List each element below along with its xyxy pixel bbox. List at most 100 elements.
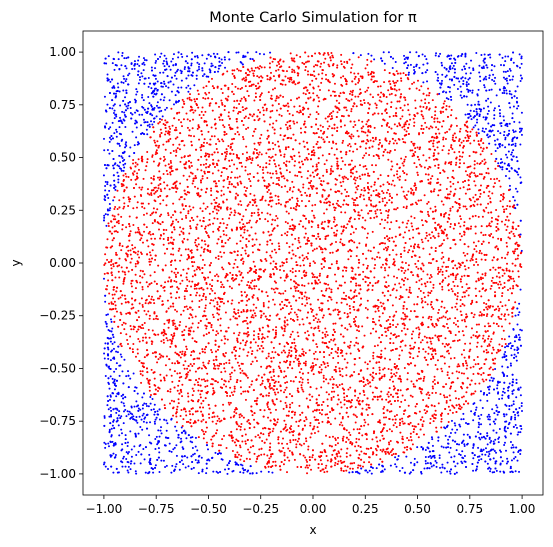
point-inside	[427, 239, 430, 242]
point-inside	[410, 215, 413, 218]
point-outside	[375, 467, 378, 470]
point-inside	[193, 98, 196, 101]
point-inside	[194, 109, 197, 112]
point-inside	[469, 130, 472, 133]
point-outside	[408, 472, 411, 475]
point-outside	[133, 462, 136, 465]
point-inside	[236, 167, 239, 170]
point-inside	[499, 200, 502, 203]
point-inside	[201, 133, 204, 136]
point-inside	[228, 359, 231, 362]
point-inside	[444, 337, 447, 340]
point-inside	[351, 467, 354, 470]
point-outside	[165, 429, 168, 432]
point-inside	[487, 195, 490, 198]
point-outside	[480, 448, 483, 451]
point-outside	[518, 131, 521, 134]
point-outside	[122, 402, 125, 405]
point-inside	[418, 89, 421, 92]
point-inside	[333, 234, 336, 237]
point-outside	[493, 80, 496, 83]
point-inside	[201, 177, 204, 180]
point-inside	[412, 383, 415, 386]
point-inside	[130, 279, 133, 282]
point-outside	[108, 415, 111, 418]
point-outside	[501, 397, 504, 400]
point-inside	[208, 171, 211, 174]
point-inside	[334, 461, 337, 464]
point-inside	[271, 242, 274, 245]
point-inside	[367, 249, 370, 252]
point-outside	[125, 78, 128, 81]
point-outside	[513, 353, 516, 356]
point-inside	[253, 330, 256, 333]
point-outside	[507, 342, 510, 345]
point-inside	[471, 255, 474, 258]
point-inside	[506, 215, 509, 218]
point-inside	[139, 251, 142, 254]
point-inside	[458, 405, 461, 408]
point-outside	[403, 54, 406, 57]
point-inside	[449, 190, 452, 193]
point-inside	[390, 183, 393, 186]
point-inside	[254, 232, 257, 235]
point-inside	[360, 189, 363, 192]
point-outside	[139, 444, 142, 447]
point-inside	[420, 322, 423, 325]
point-inside	[457, 325, 460, 328]
point-outside	[461, 76, 464, 79]
point-inside	[451, 372, 454, 375]
point-outside	[175, 454, 178, 457]
point-inside	[289, 441, 292, 444]
point-inside	[260, 365, 263, 368]
point-outside	[195, 77, 198, 80]
point-inside	[455, 370, 458, 373]
point-inside	[307, 371, 310, 374]
point-inside	[248, 70, 251, 73]
point-inside	[393, 208, 396, 211]
point-inside	[167, 242, 170, 245]
point-inside	[299, 171, 302, 174]
point-inside	[185, 325, 188, 328]
point-inside	[214, 256, 217, 259]
point-inside	[251, 157, 254, 160]
point-inside	[269, 262, 272, 265]
point-outside	[482, 107, 485, 110]
point-outside	[465, 62, 468, 65]
point-inside	[425, 234, 428, 237]
point-inside	[385, 416, 388, 419]
point-outside	[489, 56, 492, 59]
point-outside	[121, 122, 124, 125]
point-inside	[200, 145, 203, 148]
point-inside	[298, 105, 301, 108]
point-inside	[195, 294, 198, 297]
point-inside	[345, 440, 348, 443]
point-inside	[323, 356, 326, 359]
point-inside	[410, 245, 413, 248]
point-inside	[302, 140, 305, 143]
point-inside	[295, 443, 298, 446]
point-inside	[213, 305, 216, 308]
point-inside	[196, 357, 199, 360]
point-inside	[506, 245, 508, 248]
point-inside	[140, 253, 143, 256]
point-inside	[457, 397, 460, 400]
point-inside	[301, 303, 304, 306]
point-inside	[232, 93, 235, 96]
point-inside	[304, 456, 307, 459]
point-inside	[144, 169, 147, 172]
point-inside	[205, 318, 208, 321]
point-outside	[431, 444, 434, 447]
point-inside	[474, 184, 477, 187]
point-inside	[227, 401, 230, 404]
point-outside	[415, 65, 418, 68]
point-outside	[141, 396, 144, 399]
point-inside	[336, 403, 339, 406]
point-inside	[132, 173, 135, 176]
point-inside	[355, 255, 358, 258]
point-inside	[432, 145, 435, 148]
point-inside	[175, 218, 178, 221]
point-inside	[321, 451, 324, 454]
point-inside	[408, 288, 411, 291]
point-inside	[278, 113, 281, 116]
